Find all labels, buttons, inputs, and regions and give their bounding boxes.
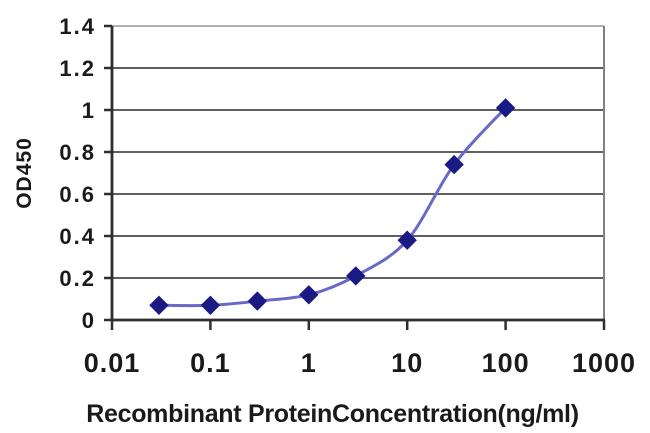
- data-point-marker: [299, 285, 319, 305]
- y-tick-label: 1: [82, 98, 96, 123]
- y-tick-label: 1.4: [59, 14, 96, 39]
- data-point-marker: [397, 230, 417, 250]
- y-tick-label: 0.2: [59, 266, 96, 291]
- data-point-marker: [200, 295, 221, 316]
- data-point-marker: [495, 98, 516, 118]
- data-point-marker: [247, 291, 268, 311]
- data-point-marker: [149, 295, 169, 316]
- x-tick-label: 1: [301, 348, 317, 378]
- x-tick-label: 10: [391, 348, 423, 378]
- x-tick-label: 1000: [572, 348, 636, 378]
- x-tick-label: 0.01: [84, 348, 141, 378]
- y-tick-label: 0: [82, 308, 96, 333]
- x-axis-title: Recombinant ProteinConcentration(ng/ml): [86, 400, 579, 428]
- x-tick-label: 100: [482, 348, 530, 378]
- y-tick-label: 0.8: [59, 140, 96, 165]
- y-tick-label: 0.4: [59, 224, 96, 249]
- x-tick-label: 0.1: [190, 348, 231, 378]
- series-line: [158, 106, 507, 308]
- data-point-marker: [346, 266, 366, 286]
- y-tick-label: 1.2: [59, 56, 96, 81]
- y-tick-label: 0.6: [59, 182, 96, 207]
- data-point-marker: [444, 154, 464, 175]
